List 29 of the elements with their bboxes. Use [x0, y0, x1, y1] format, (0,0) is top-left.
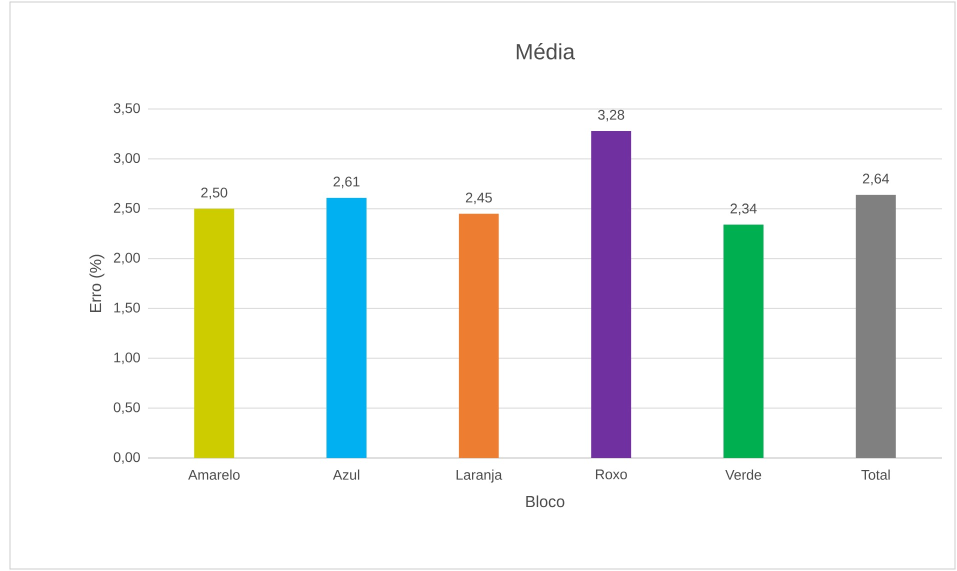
- data-label: 2,34: [730, 204, 757, 216]
- x-tick-label: Verde: [725, 470, 762, 480]
- y-tick-label: 1,00: [114, 352, 140, 364]
- y-tick-label: 1,50: [114, 302, 140, 314]
- x-tick-label: Azul: [332, 470, 360, 480]
- y-tick-label: 0,50: [114, 402, 140, 414]
- y-tick-label: 3,00: [114, 153, 140, 165]
- bar: [458, 214, 499, 458]
- bar: [724, 224, 764, 458]
- bar: [326, 198, 367, 458]
- x-tick-label: Laranja: [456, 470, 502, 483]
- data-label: 2,45: [466, 192, 492, 204]
- y-tick-label: 0,00: [114, 452, 140, 464]
- data-label: 2,61: [334, 176, 360, 188]
- bar: [591, 130, 632, 458]
- bar: [856, 194, 896, 458]
- data-label: 2,50: [201, 188, 228, 200]
- x-tick-label: Amarelo: [188, 470, 240, 480]
- y-tick-label: 2,50: [114, 202, 140, 214]
- y-tick-label: 3,50: [114, 103, 140, 115]
- x-axis-title: Bloco: [526, 495, 564, 508]
- x-tick-label: Roxo: [596, 470, 627, 480]
- y-axis-title: Erro (%): [89, 254, 104, 312]
- data-label: 2,64: [862, 174, 890, 186]
- data-label: 3,28: [598, 110, 624, 122]
- chart-title: Média: [516, 43, 575, 60]
- bar: [194, 208, 234, 458]
- x-tick-label: Total: [861, 470, 890, 480]
- y-tick-label: 2,00: [114, 252, 140, 264]
